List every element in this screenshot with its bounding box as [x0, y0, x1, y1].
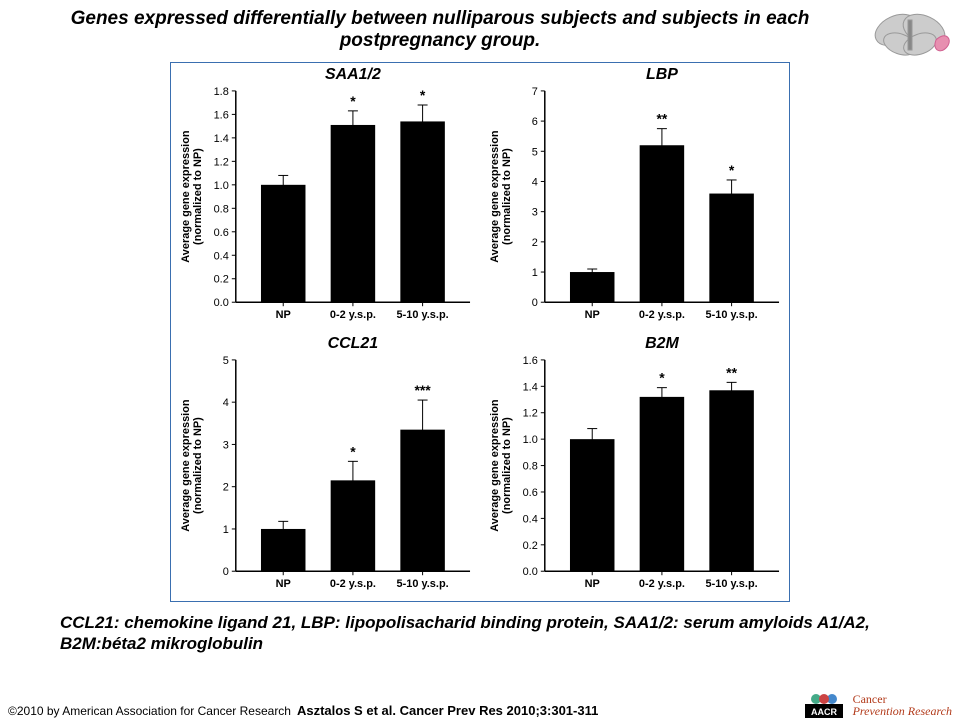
- x-tick-label: 0-2 y.s.p.: [330, 309, 376, 321]
- y-tick-label: 0.8: [214, 203, 229, 215]
- x-tick-label: NP: [276, 578, 291, 590]
- significance-marker: *: [729, 162, 735, 178]
- chart-bar: [709, 390, 754, 571]
- chart-bar: [640, 145, 685, 302]
- y-tick-label: 1.0: [214, 180, 229, 192]
- y-tick-label: 1.4: [523, 381, 538, 393]
- y-tick-label: 2: [223, 482, 229, 494]
- y-axis-label-line2: (normalized to NP): [501, 148, 513, 245]
- y-tick-label: 5: [532, 146, 538, 158]
- panel-title: B2M: [645, 335, 679, 352]
- y-tick-label: 4: [223, 397, 229, 409]
- y-tick-label: 0.0: [214, 297, 229, 309]
- y-tick-label: 1.0: [523, 434, 538, 446]
- panel-title: SAA1/2: [325, 66, 381, 83]
- x-tick-label: NP: [585, 309, 600, 321]
- y-tick-label: 1.6: [214, 109, 229, 121]
- citation-text: Asztalos S et al. Cancer Prev Res 2010;3…: [297, 703, 598, 718]
- y-tick-label: 0: [532, 297, 538, 309]
- x-tick-label: 5-10 y.s.p.: [397, 578, 449, 590]
- y-tick-label: 0.2: [523, 540, 538, 552]
- significance-marker: *: [659, 370, 665, 386]
- chart-panel-B2M: B2M 0.0 0.2 0.4 0.6 0.8 1.0 1.2 1.4 1.6 NP * 0-2 y…: [480, 332, 789, 601]
- y-axis-label-line1: Average gene expression: [180, 130, 192, 263]
- chart-panel-LBP: LBP 01234567 NP**0-2 y.s.p.*5-10 y.s.p. …: [480, 63, 789, 332]
- page-footer: ©2010 by American Association for Cancer…: [8, 692, 952, 718]
- aacr-logo-icon: AACR: [805, 692, 843, 718]
- y-tick-label: 1.4: [214, 133, 229, 145]
- figure-panel-grid: SAA1/2 0.0 0.2 0.4 0.6 0.8 1.0 1.2 1.4 1.6 1.8 NP…: [170, 62, 790, 602]
- significance-marker: **: [726, 365, 737, 381]
- chart-bar: [261, 185, 306, 302]
- x-tick-label: 0-2 y.s.p.: [330, 578, 376, 590]
- page-header: Genes expressed differentially between n…: [30, 8, 850, 52]
- y-axis-label-line2: (normalized to NP): [501, 417, 513, 514]
- chart-bar: [570, 272, 615, 302]
- chart-bar: [331, 125, 376, 302]
- chart-panel-SAA1/2: SAA1/2 0.0 0.2 0.4 0.6 0.8 1.0 1.2 1.4 1.6 1.8 NP…: [171, 63, 480, 332]
- y-tick-label: 1: [223, 524, 229, 536]
- y-axis-label-line1: Average gene expression: [489, 399, 501, 532]
- chart-bar: [400, 121, 445, 302]
- y-axis-label-line2: (normalized to NP): [192, 417, 204, 514]
- y-tick-label: 0.6: [523, 487, 538, 499]
- y-tick-label: 0: [223, 566, 229, 578]
- significance-marker: ***: [414, 382, 431, 398]
- y-axis-label-line2: (normalized to NP): [192, 148, 204, 245]
- y-tick-label: 3: [532, 207, 538, 219]
- x-tick-label: 5-10 y.s.p.: [706, 309, 758, 321]
- x-tick-label: NP: [585, 578, 600, 590]
- page-title: Genes expressed differentially between n…: [30, 8, 850, 52]
- significance-marker: *: [420, 87, 426, 103]
- y-tick-label: 0.6: [214, 227, 229, 239]
- y-axis-label-line1: Average gene expression: [489, 130, 501, 263]
- y-tick-label: 4: [532, 176, 538, 188]
- significance-marker: *: [350, 93, 356, 109]
- y-tick-label: 0.2: [214, 274, 229, 286]
- y-tick-label: 5: [223, 355, 229, 367]
- y-tick-label: 3: [223, 440, 229, 452]
- chart-bar: [709, 194, 754, 303]
- brand-sub: Prevention Research: [853, 705, 952, 717]
- chart-bar: [640, 397, 685, 571]
- y-tick-label: 1: [532, 267, 538, 279]
- panel-title: CCL21: [328, 335, 378, 352]
- publisher-logo-block: AACR Cancer Prevention Research: [805, 692, 952, 718]
- y-axis-label-line1: Average gene expression: [180, 399, 192, 532]
- figure-caption: CCL21: chemokine ligand 21, LBP: lipopol…: [60, 612, 880, 655]
- x-tick-label: 5-10 y.s.p.: [397, 309, 449, 321]
- chart-panel: B2M 0.0 0.2 0.4 0.6 0.8 1.0 1.2 1.4 1.6 NP * 0-2 y…: [480, 332, 789, 601]
- chart-panel-CCL21: CCL21 0 1 2 3 4 5 NP * 0-2 y.s.p. *** 5-10 y.s.p.…: [171, 332, 480, 601]
- y-tick-label: 0.8: [523, 461, 538, 473]
- decorative-corner-image: [866, 0, 956, 60]
- x-tick-label: 0-2 y.s.p.: [639, 578, 685, 590]
- y-tick-label: 0.4: [523, 514, 538, 526]
- significance-marker: **: [656, 111, 667, 127]
- y-tick-label: 1.2: [214, 156, 229, 168]
- x-tick-label: NP: [276, 309, 291, 321]
- x-tick-label: 5-10 y.s.p.: [706, 578, 758, 590]
- y-tick-label: 1.8: [214, 86, 229, 98]
- significance-marker: *: [350, 443, 356, 459]
- y-tick-label: 0.4: [214, 250, 229, 262]
- y-tick-label: 7: [532, 86, 538, 98]
- y-tick-label: 1.2: [523, 408, 538, 420]
- x-tick-label: 0-2 y.s.p.: [639, 309, 685, 321]
- copyright-text: ©2010 by American Association for Cancer…: [8, 704, 291, 718]
- svg-text:AACR: AACR: [811, 707, 837, 717]
- y-tick-label: 2: [532, 237, 538, 249]
- chart-bar: [570, 439, 615, 571]
- chart-panel: CCL21 0 1 2 3 4 5 NP * 0-2 y.s.p. *** 5-10 y.s.p.…: [171, 332, 480, 601]
- y-tick-label: 1.6: [523, 355, 538, 367]
- y-tick-label: 6: [532, 116, 538, 128]
- chart-panel: LBP 01234567 NP**0-2 y.s.p.*5-10 y.s.p. …: [480, 63, 789, 332]
- panel-title: LBP: [646, 66, 678, 83]
- chart-panel: SAA1/2 0.0 0.2 0.4 0.6 0.8 1.0 1.2 1.4 1.6 1.8 NP…: [171, 63, 480, 332]
- y-tick-label: 0.0: [523, 566, 538, 578]
